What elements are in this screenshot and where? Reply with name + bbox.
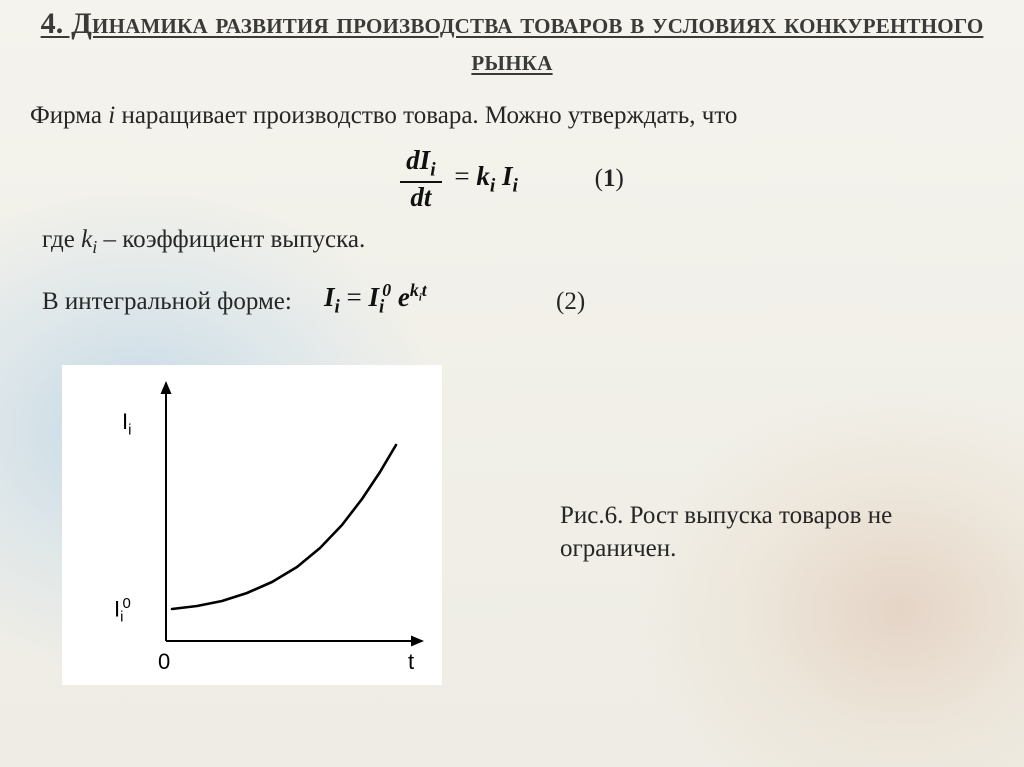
eq1-k: k	[476, 161, 490, 191]
equation-1-rhs: = ki Ii	[454, 161, 518, 197]
y-axis-label-top: Ii	[122, 409, 131, 438]
eq1-den-t: t	[424, 182, 432, 212]
eq2-sign: =	[347, 282, 369, 312]
where-pre: где	[42, 226, 81, 253]
where-post: – коэффициент выпуска.	[97, 226, 365, 253]
equation-1-fraction: dIi dt	[400, 146, 441, 212]
eq1-I2: I	[502, 161, 513, 191]
eq1-I2-sub: i	[513, 175, 518, 196]
equation-2: Ii = Ii0 ekit	[324, 280, 427, 318]
equation-2-number: (2)	[556, 288, 585, 316]
where-text: где ki – коэффициент выпуска.	[42, 226, 365, 258]
growth-chart: Ii Ii0 0 t	[62, 365, 442, 685]
eq2-I0-sup: 0	[382, 280, 391, 300]
integral-form-label: В интегральной форме:	[42, 288, 292, 316]
eq1-num-I: I	[420, 145, 431, 175]
slide: 4. Динамика развития производства товаро…	[0, 0, 1024, 767]
where-k: k	[81, 226, 92, 253]
eq1-num-d: d	[406, 145, 420, 175]
eq2-e: e	[398, 282, 410, 312]
eq1-num-sub: i	[430, 159, 435, 180]
eq2-exp-t: t	[422, 280, 427, 300]
eq1-k-sub: i	[490, 175, 495, 196]
eq2-exp-k: k	[410, 280, 419, 300]
eq1-sign: =	[454, 161, 476, 191]
x-axis-label-origin: 0	[158, 649, 170, 675]
intro-post: наращивает производство товара. Можно ут…	[115, 102, 737, 129]
eq1-den-d: d	[410, 182, 424, 212]
eq2-I0: I	[369, 282, 380, 312]
y-axis-label-bottom: Ii0	[114, 595, 131, 626]
growth-chart-svg	[62, 365, 442, 685]
equation-1: dIi dt = ki Ii (1)	[0, 146, 1024, 212]
eq2-I: I	[324, 282, 335, 312]
intro-pre: Фирма	[30, 102, 108, 129]
intro-text: Фирма i наращивает производство товара. …	[30, 102, 737, 130]
eq2-I-sub: i	[335, 296, 340, 317]
slide-title: 4. Динамика развития производства товаро…	[0, 6, 1024, 79]
x-axis-label-right: t	[408, 649, 414, 675]
figure-caption: Рис.6. Рост выпуска товаров не ограничен…	[560, 500, 990, 565]
equation-1-number: (1)	[595, 165, 624, 193]
